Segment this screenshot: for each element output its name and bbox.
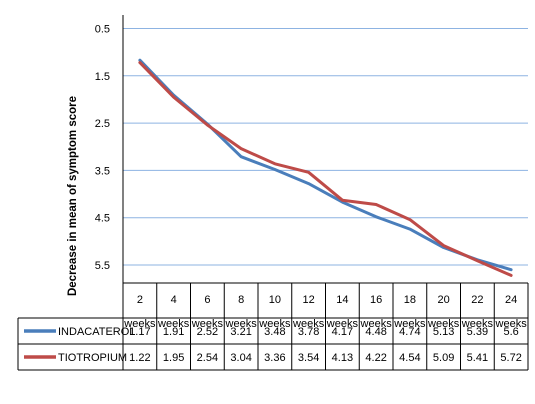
- data-table-value: 4.17: [332, 326, 353, 338]
- x-tick-label-unit: weeks: [191, 318, 224, 330]
- data-table-value: 4.48: [365, 326, 386, 338]
- data-point: [172, 95, 175, 99]
- data-table-value: 2.52: [197, 326, 218, 338]
- x-tick-label: 4: [171, 294, 177, 306]
- data-point: [408, 218, 412, 221]
- data-table-value: 3.36: [264, 352, 285, 364]
- data-table-value: 3.04: [230, 352, 251, 364]
- x-tick-label: 12: [303, 294, 315, 306]
- x-tick-label: 14: [336, 294, 348, 306]
- data-table-value: 4.13: [332, 352, 353, 364]
- data-table-value: 2.54: [197, 352, 218, 364]
- y-tick-label: 5.5: [95, 260, 110, 272]
- data-point: [239, 155, 243, 158]
- data-point: [509, 268, 513, 271]
- data-point: [509, 274, 513, 277]
- data-table-value: 5.39: [467, 326, 488, 338]
- data-point: [273, 162, 277, 165]
- x-tick-label: 8: [238, 294, 244, 306]
- data-point: [206, 123, 209, 127]
- x-tick-label: 10: [269, 294, 281, 306]
- data-table-value: 5.09: [433, 352, 454, 364]
- data-point: [307, 171, 310, 174]
- data-table-value: 3.21: [230, 326, 251, 338]
- data-point: [374, 203, 378, 206]
- x-tick-label-unit: weeks: [427, 318, 460, 330]
- x-tick-label: 22: [471, 294, 483, 306]
- data-point: [273, 168, 277, 171]
- data-table-value: 5.72: [500, 352, 521, 364]
- x-tick-label-unit: weeks: [123, 318, 156, 330]
- x-tick-label: 20: [438, 294, 450, 306]
- x-tick-label-unit: weeks: [258, 318, 291, 330]
- data-table-value: 1.91: [163, 326, 184, 338]
- data-table-value: 3.48: [264, 326, 285, 338]
- data-table-value: 4.54: [399, 352, 420, 364]
- x-tick-label-unit: weeks: [225, 318, 258, 330]
- x-tick-label: 24: [505, 294, 517, 306]
- x-tick-label-unit: weeks: [292, 318, 325, 330]
- y-tick-label: 2.5: [95, 118, 110, 130]
- data-table-value: 4.74: [399, 326, 420, 338]
- y-axis-label: Decrease in mean of symptom score: [67, 96, 79, 296]
- x-tick-label-unit: weeks: [157, 318, 190, 330]
- x-tick-label: 16: [370, 294, 382, 306]
- x-tick-label-unit: weeks: [393, 318, 426, 330]
- x-tick-label-unit: weeks: [326, 318, 359, 330]
- y-tick-label: 3.5: [95, 165, 110, 177]
- data-table-value: 1.17: [129, 326, 150, 338]
- y-tick-label: 4.5: [95, 213, 110, 225]
- x-tick-label: 6: [204, 294, 210, 306]
- data-point: [307, 182, 310, 185]
- y-tick-label: 1.5: [95, 71, 110, 83]
- y-tick-label: 0.5: [95, 24, 110, 36]
- data-point: [138, 61, 142, 64]
- x-tick-label: 18: [404, 294, 416, 306]
- data-table-value: 5.6: [503, 326, 518, 338]
- legend-series-name: INDACATEROL: [58, 326, 135, 338]
- x-tick-label: 2: [137, 294, 143, 306]
- data-point: [408, 227, 412, 231]
- legend-series-name: TIOTROPIUM: [58, 352, 127, 364]
- data-point: [239, 147, 243, 150]
- data-point: [442, 244, 445, 247]
- x-tick-label-unit: weeks: [495, 318, 528, 330]
- data-point: [476, 259, 479, 262]
- data-table-value: 3.54: [298, 352, 319, 364]
- data-table-value: 1.22: [129, 352, 150, 364]
- data-point: [341, 198, 344, 202]
- x-tick-label-unit: weeks: [360, 318, 393, 330]
- data-table-value: 5.13: [433, 326, 454, 338]
- data-point: [374, 215, 378, 218]
- data-table-value: 3.78: [298, 326, 319, 338]
- x-tick-label-unit: weeks: [461, 318, 494, 330]
- data-table-value: 1.95: [163, 352, 184, 364]
- series-line-tiotropium: [138, 61, 513, 277]
- data-point: [138, 58, 142, 62]
- data-table-value: 4.22: [365, 352, 386, 364]
- data-table-value: 5.41: [467, 352, 488, 364]
